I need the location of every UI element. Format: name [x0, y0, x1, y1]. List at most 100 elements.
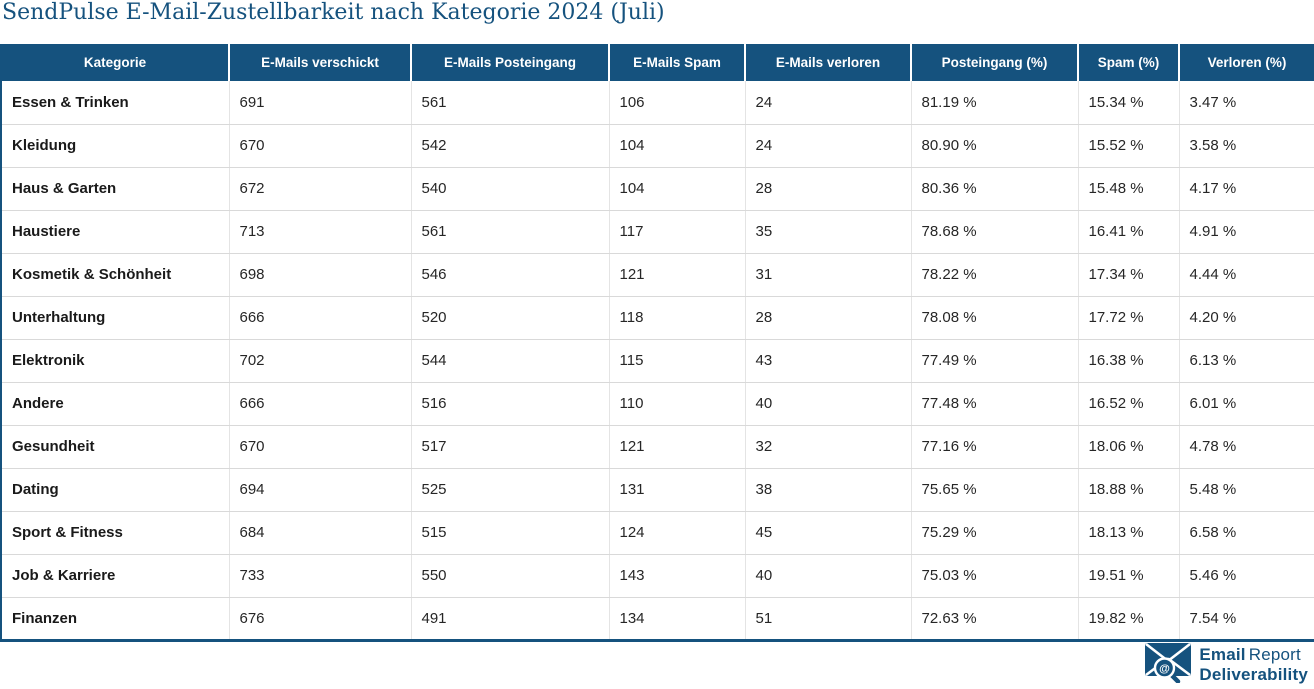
value-cell: 713 — [229, 210, 412, 254]
value-cell: 18.88 % — [1078, 468, 1180, 512]
value-cell: 517 — [411, 425, 610, 469]
value-cell: 75.65 % — [911, 468, 1079, 512]
category-cell: Sport & Fitness — [1, 511, 230, 555]
value-cell: 24 — [745, 124, 912, 168]
column-header: Spam (%) — [1078, 44, 1180, 81]
table-row: Andere 666 516 110 40 77.48 % 16.52 % 6.01 % — [1, 382, 1314, 426]
value-cell: 77.48 % — [911, 382, 1079, 426]
category-cell: Gesundheit — [1, 425, 230, 469]
value-cell: 550 — [411, 554, 610, 598]
value-cell: 16.41 % — [1078, 210, 1180, 254]
email-deliverability-report-logo: @ Email Report Deliverability — [1144, 642, 1308, 688]
value-cell: 733 — [229, 554, 412, 598]
value-cell: 15.52 % — [1078, 124, 1180, 168]
value-cell: 104 — [609, 124, 746, 168]
value-cell: 77.16 % — [911, 425, 1079, 469]
value-cell: 121 — [609, 425, 746, 469]
value-cell: 6.13 % — [1179, 339, 1314, 383]
table-row: Elektronik 702 544 115 43 77.49 % 16.38 % 6.13 … — [1, 339, 1314, 383]
value-cell: 698 — [229, 253, 412, 297]
value-cell: 672 — [229, 167, 412, 211]
table-row: Unterhaltung 666 520 118 28 78.08 % 17.72 % 4.2… — [1, 296, 1314, 340]
value-cell: 28 — [745, 167, 912, 211]
table-row: Haustiere 713 561 117 35 78.68 % 16.41 % 4.91 % — [1, 210, 1314, 254]
brand-line2: Deliverability — [1199, 665, 1308, 684]
value-cell: 75.03 % — [911, 554, 1079, 598]
value-cell: 19.82 % — [1078, 597, 1180, 641]
category-cell: Dating — [1, 468, 230, 512]
value-cell: 561 — [411, 81, 610, 125]
value-cell: 80.90 % — [911, 124, 1079, 168]
value-cell: 51 — [745, 597, 912, 641]
value-cell: 4.91 % — [1179, 210, 1314, 254]
column-header: E-Mails verloren — [745, 44, 912, 81]
value-cell: 40 — [745, 382, 912, 426]
value-cell: 516 — [411, 382, 610, 426]
brand-text: Email Report Deliverability — [1199, 645, 1308, 685]
value-cell: 124 — [609, 511, 746, 555]
value-cell: 691 — [229, 81, 412, 125]
value-cell: 117 — [609, 210, 746, 254]
value-cell: 80.36 % — [911, 167, 1079, 211]
category-cell: Essen & Trinken — [1, 81, 230, 125]
value-cell: 15.48 % — [1078, 167, 1180, 211]
value-cell: 670 — [229, 425, 412, 469]
svg-text:@: @ — [1159, 663, 1170, 675]
value-cell: 16.52 % — [1078, 382, 1180, 426]
value-cell: 670 — [229, 124, 412, 168]
value-cell: 3.58 % — [1179, 124, 1314, 168]
table-header-row: Kategorie E-Mails verschickt E-Mails Poste… — [1, 44, 1314, 81]
value-cell: 28 — [745, 296, 912, 340]
value-cell: 5.48 % — [1179, 468, 1314, 512]
value-cell: 104 — [609, 167, 746, 211]
value-cell: 31 — [745, 253, 912, 297]
value-cell: 24 — [745, 81, 912, 125]
value-cell: 17.72 % — [1078, 296, 1180, 340]
deliverability-table: Kategorie E-Mails verschickt E-Mails Poste… — [0, 44, 1314, 642]
value-cell: 115 — [609, 339, 746, 383]
value-cell: 666 — [229, 382, 412, 426]
value-cell: 676 — [229, 597, 412, 641]
table-row: Dating 694 525 131 38 75.65 % 18.88 % 5.48 % — [1, 468, 1314, 512]
value-cell: 81.19 % — [911, 81, 1079, 125]
column-header: E-Mails verschickt — [229, 44, 412, 81]
value-cell: 684 — [229, 511, 412, 555]
value-cell: 143 — [609, 554, 746, 598]
value-cell: 4.78 % — [1179, 425, 1314, 469]
table-row: Gesundheit 670 517 121 32 77.16 % 18.06 % 4.78 … — [1, 425, 1314, 469]
column-header: E-Mails Posteingang — [411, 44, 610, 81]
value-cell: 6.58 % — [1179, 511, 1314, 555]
value-cell: 666 — [229, 296, 412, 340]
column-header: E-Mails Spam — [609, 44, 746, 81]
value-cell: 77.49 % — [911, 339, 1079, 383]
brand-line1: Email Report — [1199, 645, 1301, 664]
value-cell: 16.38 % — [1078, 339, 1180, 383]
category-cell: Elektronik — [1, 339, 230, 383]
table-row: Haus & Garten 672 540 104 28 80.36 % 15.48 % 4.… — [1, 167, 1314, 211]
value-cell: 525 — [411, 468, 610, 512]
table-row: Finanzen 676 491 134 51 72.63 % 19.82 % 7.54 % — [1, 597, 1314, 641]
table-row: Sport & Fitness 684 515 124 45 75.29 % 18.13 %… — [1, 511, 1314, 555]
category-cell: Haus & Garten — [1, 167, 230, 211]
value-cell: 540 — [411, 167, 610, 211]
value-cell: 40 — [745, 554, 912, 598]
value-cell: 78.22 % — [911, 253, 1079, 297]
value-cell: 15.34 % — [1078, 81, 1180, 125]
category-cell: Job & Karriere — [1, 554, 230, 598]
value-cell: 3.47 % — [1179, 81, 1314, 125]
value-cell: 515 — [411, 511, 610, 555]
category-cell: Finanzen — [1, 597, 230, 641]
value-cell: 121 — [609, 253, 746, 297]
value-cell: 134 — [609, 597, 746, 641]
page-title: SendPulse E-Mail-Zustellbarkeit nach Kat… — [2, 0, 665, 25]
value-cell: 43 — [745, 339, 912, 383]
value-cell: 561 — [411, 210, 610, 254]
value-cell: 38 — [745, 468, 912, 512]
value-cell: 118 — [609, 296, 746, 340]
value-cell: 110 — [609, 382, 746, 426]
value-cell: 75.29 % — [911, 511, 1079, 555]
table-body: Essen & Trinken 691 561 106 24 81.19 % 15.34 %… — [1, 81, 1314, 641]
value-cell: 18.06 % — [1078, 425, 1180, 469]
value-cell: 106 — [609, 81, 746, 125]
envelope-magnifier-at-icon: @ — [1144, 642, 1192, 688]
